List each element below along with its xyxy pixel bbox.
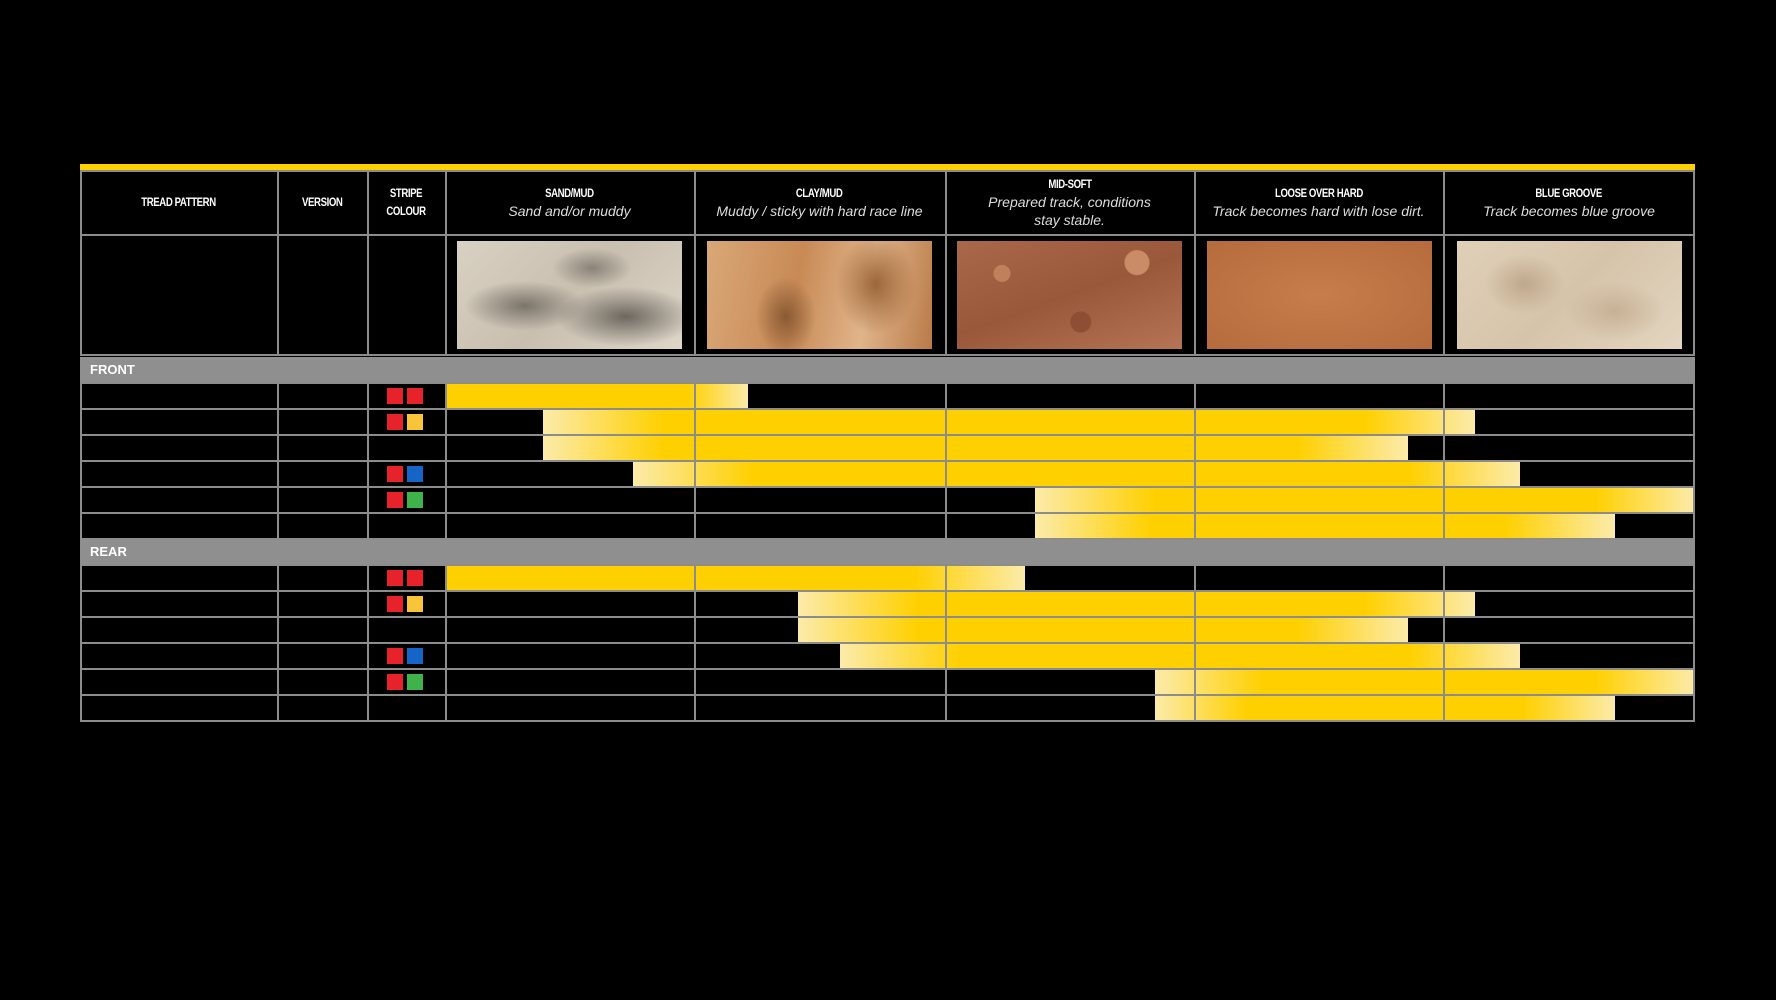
stripe-swatch-blue: [407, 648, 423, 664]
header-title: TREAD PATTERN: [141, 195, 216, 209]
suitability-bar: [445, 566, 1025, 590]
stripe-swatch-red: [387, 596, 403, 612]
header-title: MID-SOFT: [1047, 177, 1092, 191]
header-title: LOOSE OVER HARD: [1274, 186, 1363, 200]
loose-over-hard-photo: [1207, 241, 1432, 349]
suitability-bar: [1155, 670, 1695, 694]
row-divider: [80, 564, 1695, 566]
row-divider: [80, 234, 1695, 236]
stripe-swatch-red: [387, 674, 403, 690]
suitability-bar: [542, 410, 1475, 434]
row-divider: [80, 512, 1695, 514]
stripe-swatch-red: [387, 388, 403, 404]
suitability-bar: [1035, 488, 1695, 512]
stripe-swatch-red: [387, 648, 403, 664]
header-subtitle: Track becomes blue groove: [1483, 203, 1655, 219]
header-blue-groove: BLUE GROOVE Track becomes blue groove: [1443, 170, 1695, 234]
suitability-bar: [797, 592, 1475, 616]
header-sand-mud: SAND/MUD Sand and/or muddy: [445, 170, 694, 234]
column-divider: [1693, 170, 1695, 354]
row-divider: [80, 694, 1695, 696]
header-version: VERSION: [277, 170, 367, 234]
header-clay-mud: CLAY/MUD Muddy / sticky with hard race li…: [694, 170, 945, 234]
header-tread-pattern: TREAD PATTERN: [80, 170, 277, 234]
row-divider: [80, 434, 1695, 436]
column-divider: [1194, 170, 1196, 354]
row-divider: [80, 408, 1695, 410]
mid-soft-photo: [957, 241, 1182, 349]
suitability-bar: [797, 618, 1408, 642]
header-subtitle: Muddy / sticky with hard race line: [716, 203, 923, 219]
blue-groove-photo: [1457, 241, 1682, 349]
stripe-swatch-red: [387, 492, 403, 508]
stripe-swatch-red: [387, 414, 403, 430]
row-divider: [80, 382, 1695, 384]
row-divider: [80, 616, 1695, 618]
stripe-swatch-red: [407, 388, 423, 404]
clay-photo: [707, 241, 932, 349]
column-divider: [694, 170, 696, 354]
section-header-front: FRONT: [80, 357, 1695, 382]
row-divider: [80, 170, 1695, 172]
stripe-swatch-red: [407, 570, 423, 586]
header-title: VERSION: [301, 195, 343, 209]
stripe-swatch-green: [407, 492, 423, 508]
header-loose-over-hard: LOOSE OVER HARD Track becomes hard with l…: [1194, 170, 1443, 234]
suitability-bar: [542, 436, 1408, 460]
header-title: BLUE GROOVE: [1535, 186, 1603, 200]
suitability-bar: [632, 462, 1520, 486]
column-divider: [445, 170, 447, 354]
column-divider: [277, 170, 279, 354]
tread-pattern-table: TREAD PATTERN VERSION STRIPE COLOUR SAND…: [80, 164, 1695, 724]
suitability-bar: [1035, 514, 1615, 538]
header-title: SAND/MUD: [545, 186, 594, 200]
row-divider: [80, 354, 1695, 356]
stripe-swatch-red: [387, 570, 403, 586]
suitability-bar: [840, 644, 1520, 668]
column-divider: [80, 170, 82, 354]
row-divider: [80, 486, 1695, 488]
column-divider: [945, 170, 947, 354]
stripe-swatch-green: [407, 674, 423, 690]
header-subtitle: Prepared track, conditions stay stable.: [988, 194, 1151, 228]
sand-photo: [457, 241, 682, 349]
suitability-bar: [445, 384, 748, 408]
accent-bar: [80, 164, 1695, 170]
column-divider: [367, 170, 369, 354]
stripe-swatch-yellow: [407, 414, 423, 430]
row-divider: [80, 590, 1695, 592]
stripe-swatch-blue: [407, 466, 423, 482]
header-mid-soft: MID-SOFT Prepared track, conditions stay …: [945, 170, 1194, 234]
row-divider: [80, 668, 1695, 670]
row-divider: [80, 538, 1695, 540]
suitability-bar: [1155, 696, 1615, 720]
header-title: STRIPE COLOUR: [386, 186, 426, 218]
header-title: CLAY/MUD: [796, 186, 843, 200]
section-header-rear: REAR: [80, 539, 1695, 564]
row-divider: [80, 720, 1695, 722]
stripe-swatch-yellow: [407, 596, 423, 612]
header-stripe-colour: STRIPE COLOUR: [367, 170, 445, 234]
header-subtitle: Sand and/or muddy: [508, 203, 631, 219]
stripe-swatch-red: [387, 466, 403, 482]
column-divider: [1443, 170, 1445, 354]
row-divider: [80, 642, 1695, 644]
row-divider: [80, 460, 1695, 462]
header-subtitle: Track becomes hard with lose dirt.: [1212, 203, 1425, 219]
